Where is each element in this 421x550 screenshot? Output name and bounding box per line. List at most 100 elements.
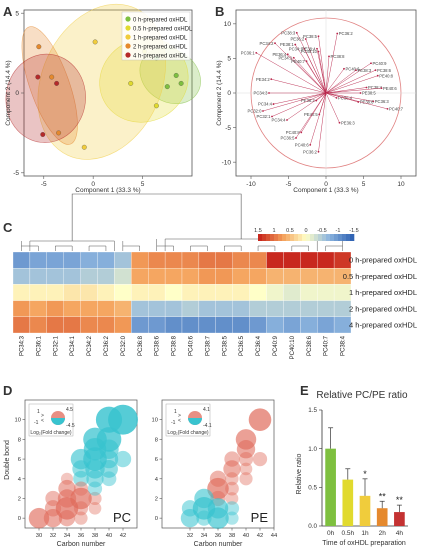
loading-label: PC34:2 — [260, 41, 275, 46]
y-tick-label: 10 — [224, 21, 232, 28]
y-tick-label: 0.5 — [308, 485, 317, 492]
bubble — [72, 460, 90, 478]
panel-c-row-labels: 0 h-prepared oxHDL 0.5 h-prepared oxHDL 1 … — [343, 256, 417, 330]
heatmap-cell — [198, 316, 216, 334]
panel-e-bars: 0h 0.5h 1h * 2h ** 4h ** — [325, 427, 405, 537]
y-tick-label: 0.0 — [308, 523, 317, 530]
legend-swatch — [125, 25, 131, 31]
x-tick-label: 32 — [50, 533, 56, 539]
legend-left-value: 1 — [37, 409, 40, 415]
x-tick-label: 0 — [91, 181, 95, 188]
bubble — [114, 450, 132, 468]
x-tick-label: 42 — [120, 533, 126, 539]
bubble — [58, 509, 76, 527]
heatmap-cell — [63, 268, 81, 285]
heatmap-cell — [29, 251, 47, 269]
category-label: 1h — [361, 530, 369, 537]
legend-box — [121, 11, 191, 61]
heatmap-cell — [266, 268, 284, 285]
x-tick-label: 30 — [36, 533, 42, 539]
loading-label: PC40:10 — [301, 49, 318, 54]
colorbar-segment — [294, 234, 299, 241]
dendrogram-branch — [122, 245, 140, 251]
heatmap-cell — [148, 268, 166, 285]
heatmap-cell — [333, 316, 352, 334]
colorbar-segment — [322, 234, 327, 241]
heatmap-cell — [198, 251, 216, 269]
loading-point — [355, 69, 357, 72]
loading-point — [305, 60, 308, 63]
bubble — [28, 507, 50, 529]
colorbar-segment — [258, 234, 263, 241]
heatmap-cell — [12, 316, 31, 334]
heatmap-cell — [232, 268, 250, 285]
dendrogram-link — [21, 239, 343, 246]
panel-a-xlabel: Component 1 (33.3 %) — [75, 187, 140, 194]
heatmap-cell — [63, 251, 81, 269]
bubble — [223, 460, 241, 478]
bubble — [239, 472, 253, 486]
heatmap-cell — [300, 316, 318, 334]
heatmap-cell — [317, 300, 335, 317]
colorbar-segment — [326, 234, 331, 241]
heatmap-cell — [249, 300, 267, 317]
loading-label: PC36:2 — [339, 31, 354, 36]
heatmap-cell — [80, 268, 98, 285]
heatmap-cell — [283, 316, 301, 334]
bubble-plot-name: PC — [113, 510, 131, 525]
heatmap-cell — [283, 300, 301, 317]
loading-arrow — [325, 92, 388, 110]
heatmap-cell — [249, 268, 267, 285]
panel-c-heatmap: 1.5 1 0.5 0 -0.5 -1 -1.5 0 h-prepared oxHDL 0.5… — [12, 193, 417, 359]
legend-greater-sign: > — [41, 413, 44, 419]
loading-point — [335, 96, 338, 99]
loading-arrow — [325, 87, 382, 94]
bubble — [100, 459, 118, 478]
dendrogram-branch — [257, 245, 276, 251]
y-tick-label: 2 — [18, 496, 21, 502]
dendrogram-branch — [291, 245, 309, 251]
loading-label: PC40:8 — [286, 130, 301, 135]
heatmap-cell — [266, 316, 284, 334]
heatmap-column-label: PC40:6 — [188, 335, 194, 356]
panel-d-pe-plot: 32 34 36 38 40 42 44 0 2 4 6 8 10 Carbon number PE 4.1 -… — [152, 399, 278, 548]
heatmap-column-label: PC36:5 — [239, 335, 245, 356]
significance-marker: ** — [379, 491, 387, 501]
loading-point — [336, 32, 339, 35]
bar — [325, 448, 336, 526]
heatmap-column-label: PC36:1 — [36, 335, 42, 356]
heatmap-column-label: PC38:6 — [307, 335, 313, 356]
panel-c-column-dendrogram — [21, 193, 343, 251]
heatmap-cell — [215, 251, 233, 269]
heatmap-cell — [164, 316, 183, 334]
loading-arrow — [325, 92, 340, 123]
y-tick-label: 10 — [152, 418, 158, 424]
heatmap-cell — [215, 316, 233, 334]
dendrogram-branch — [190, 245, 208, 251]
dendrogram-branch — [224, 245, 242, 251]
loading-point — [365, 86, 368, 89]
loading-label: PC40:7 — [389, 107, 404, 112]
legend-less-sign: < — [41, 418, 44, 424]
panel-e-title: Relative PC/PE ratio — [316, 390, 408, 401]
bubble — [74, 511, 88, 525]
bubble — [224, 501, 240, 516]
y-tick-label: 8 — [155, 437, 158, 443]
heatmap-cell — [148, 284, 166, 301]
loading-label: PC36:5 — [281, 136, 296, 141]
y-tick-label: 4 — [18, 477, 22, 483]
loading-label: PC32:0 — [248, 109, 263, 114]
bubble-legend-title: Log₂(Fold change) — [30, 430, 71, 436]
dendrogram-branch — [325, 245, 343, 251]
heatmap-cell — [29, 300, 47, 317]
loading-point — [271, 115, 273, 118]
loading-point — [372, 100, 375, 103]
panel-b-xlabel: Component 1 (33.3 %) — [293, 187, 358, 194]
panel-a-legend: 0 h-prepared oxHDL 0.5 h-prepared oxHDL 1 … — [121, 11, 193, 61]
heatmap-cell — [80, 251, 98, 269]
y-tick-label: 0 — [15, 90, 19, 97]
loading-arrow — [273, 92, 327, 105]
dendrogram-root — [71, 193, 242, 241]
heatmap-cell — [12, 268, 31, 285]
colorbar-segment — [306, 234, 311, 241]
